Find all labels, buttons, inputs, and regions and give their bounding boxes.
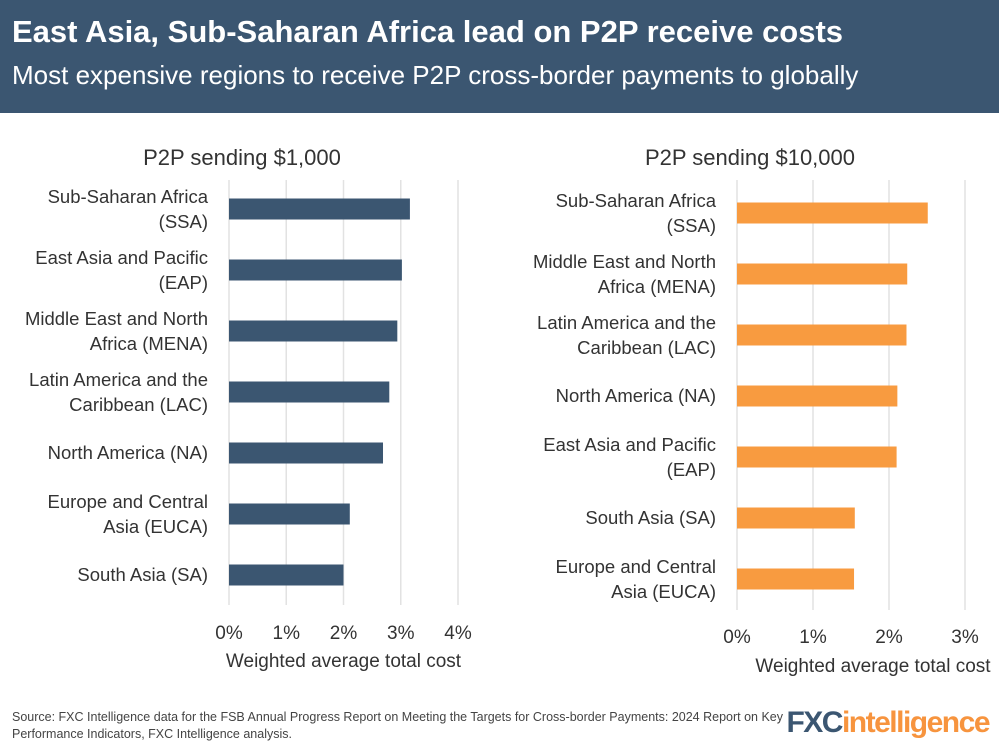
- category-label: Middle East and North Africa (MENA): [533, 251, 716, 297]
- category-label: Europe and Central Asia (EUCA): [556, 556, 716, 602]
- bar: [229, 259, 402, 281]
- x-tick-label: 4%: [444, 623, 472, 644]
- chart-title: P2P sending $1,000: [143, 145, 341, 170]
- bar: [737, 385, 898, 407]
- bar: [229, 503, 350, 525]
- category-label: Latin America and the Caribbean (LAC): [537, 312, 716, 358]
- x-axis-label: Weighted average total cost: [226, 651, 462, 672]
- bar: [737, 507, 855, 529]
- x-axis-label: Weighted average total cost: [755, 656, 991, 677]
- charts: P2P sending $1,000 0% 1% 2% 3% 4% Weighted ave…: [25, 145, 991, 677]
- x-tick-label: 1%: [799, 627, 827, 648]
- x-tick-label: 2%: [875, 627, 903, 648]
- category-label: East Asia and Pacific (EAP): [35, 247, 208, 293]
- x-tick-label: 0%: [215, 623, 243, 644]
- page-title: East Asia, Sub-Saharan Africa lead on P2…: [12, 14, 844, 49]
- category-label: South Asia (SA): [585, 507, 716, 528]
- category-label: Middle East and North Africa (MENA): [25, 308, 208, 354]
- source-note: Source: FXC Intelligence data for the FS…: [12, 710, 784, 741]
- bar: [229, 320, 398, 342]
- header: East Asia, Sub-Saharan Africa lead on P2…: [0, 0, 999, 113]
- category-label: Europe and Central Asia (EUCA): [48, 491, 208, 537]
- bar: [737, 324, 907, 346]
- category-label: East Asia and Pacific (EAP): [543, 434, 716, 480]
- category-label: Latin America and the Caribbean (LAC): [29, 369, 208, 415]
- category-label: North America (NA): [48, 442, 208, 463]
- bar: [229, 442, 384, 464]
- bar: [737, 202, 928, 224]
- category-label: South Asia (SA): [77, 564, 208, 585]
- x-tick-label: 2%: [330, 623, 358, 644]
- x-tick-label: 3%: [387, 623, 415, 644]
- bar: [229, 381, 390, 403]
- x-tick-label: 0%: [723, 627, 751, 648]
- bar: [737, 263, 908, 285]
- bar: [229, 198, 410, 220]
- category-label: Sub-Saharan Africa (SSA): [556, 190, 717, 236]
- page-subtitle: Most expensive regions to receive P2P cr…: [12, 60, 859, 90]
- category-label: North America (NA): [556, 385, 716, 406]
- bar: [737, 568, 855, 590]
- fxc-logo: FXCintelligence: [786, 706, 990, 739]
- chart-title: P2P sending $10,000: [645, 145, 855, 170]
- x-tick-label: 3%: [951, 627, 979, 648]
- bar: [737, 446, 897, 468]
- bar: [229, 564, 344, 586]
- x-tick-label: 1%: [273, 623, 301, 644]
- category-label: Sub-Saharan Africa (SSA): [48, 186, 209, 232]
